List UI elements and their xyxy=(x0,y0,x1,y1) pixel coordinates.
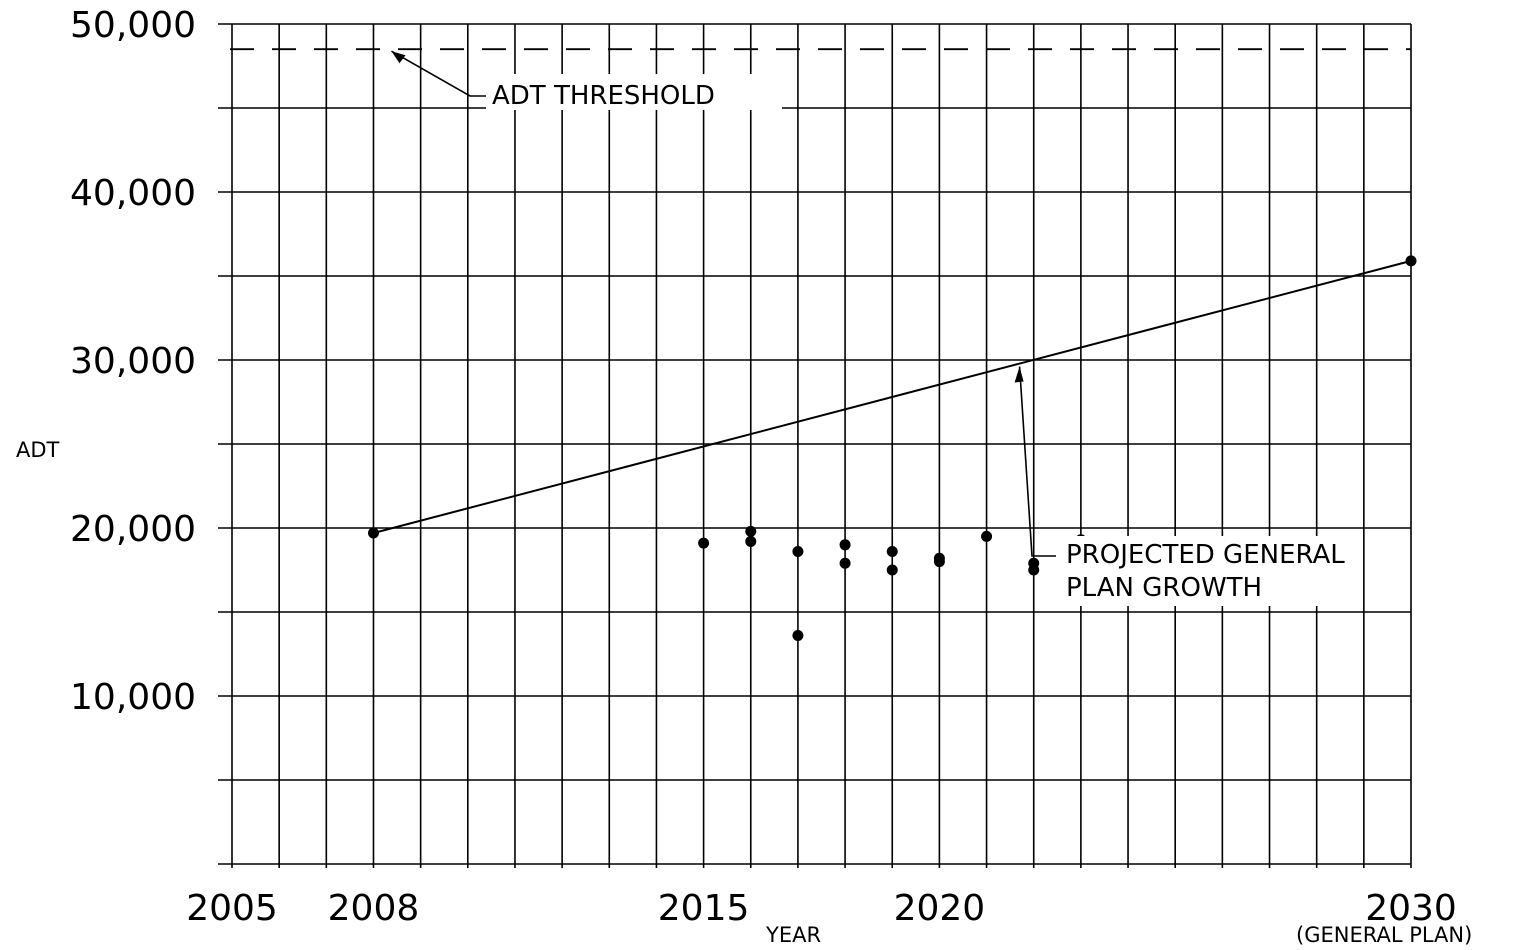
x-tick-label: 2015 xyxy=(658,888,750,929)
data-point xyxy=(839,539,851,551)
data-point xyxy=(698,537,710,549)
y-tick-label: 50,000 xyxy=(70,5,196,46)
growth-trend-line xyxy=(373,259,1412,535)
y-tick-label: 20,000 xyxy=(70,509,196,550)
y-axis-label: ADT xyxy=(16,438,60,462)
growth-arrow-icon xyxy=(1014,366,1024,383)
annotations: ADT THRESHOLD PROJECTED GENERAL PLAN GRO… xyxy=(391,50,1345,606)
data-point xyxy=(792,546,804,558)
data-point xyxy=(792,630,804,642)
data-point xyxy=(745,525,757,537)
growth-label-line1: PROJECTED GENERAL xyxy=(1066,540,1345,570)
tick-labels: ADT YEAR (GENERAL PLAN) 10,000 20,000 30,0… xyxy=(16,5,1472,947)
x-tick-label: 2008 xyxy=(328,888,420,929)
x-tick-label: 2030 xyxy=(1365,888,1457,929)
y-tick-label: 10,000 xyxy=(70,677,196,718)
data-point xyxy=(367,527,379,539)
threshold-label: ADT THRESHOLD xyxy=(492,81,715,111)
data-point xyxy=(745,535,757,547)
x-tick-label: 2005 xyxy=(186,888,278,929)
data-point xyxy=(1405,255,1417,267)
x-tick-sublabel: (GENERAL PLAN) xyxy=(1296,923,1472,947)
growth-label-background xyxy=(1060,536,1318,606)
data-point xyxy=(1028,564,1040,576)
grid xyxy=(218,23,1412,868)
threshold-label-background xyxy=(486,74,782,110)
growth-leader-line xyxy=(1018,366,1056,557)
y-tick-label: 40,000 xyxy=(70,173,196,214)
x-tick-label: 2020 xyxy=(894,888,986,929)
threshold-leader-line xyxy=(391,50,486,97)
data-point xyxy=(886,546,898,558)
projected-growth xyxy=(373,259,1412,535)
data-point xyxy=(886,564,898,576)
threshold-arrow-icon xyxy=(391,51,406,64)
data-point xyxy=(933,556,945,568)
y-tick-label: 30,000 xyxy=(70,341,196,382)
data-point xyxy=(981,530,993,542)
x-axis-label: YEAR xyxy=(765,923,821,947)
data-point xyxy=(839,557,851,569)
growth-label-line2: PLAN GROWTH xyxy=(1066,573,1262,603)
